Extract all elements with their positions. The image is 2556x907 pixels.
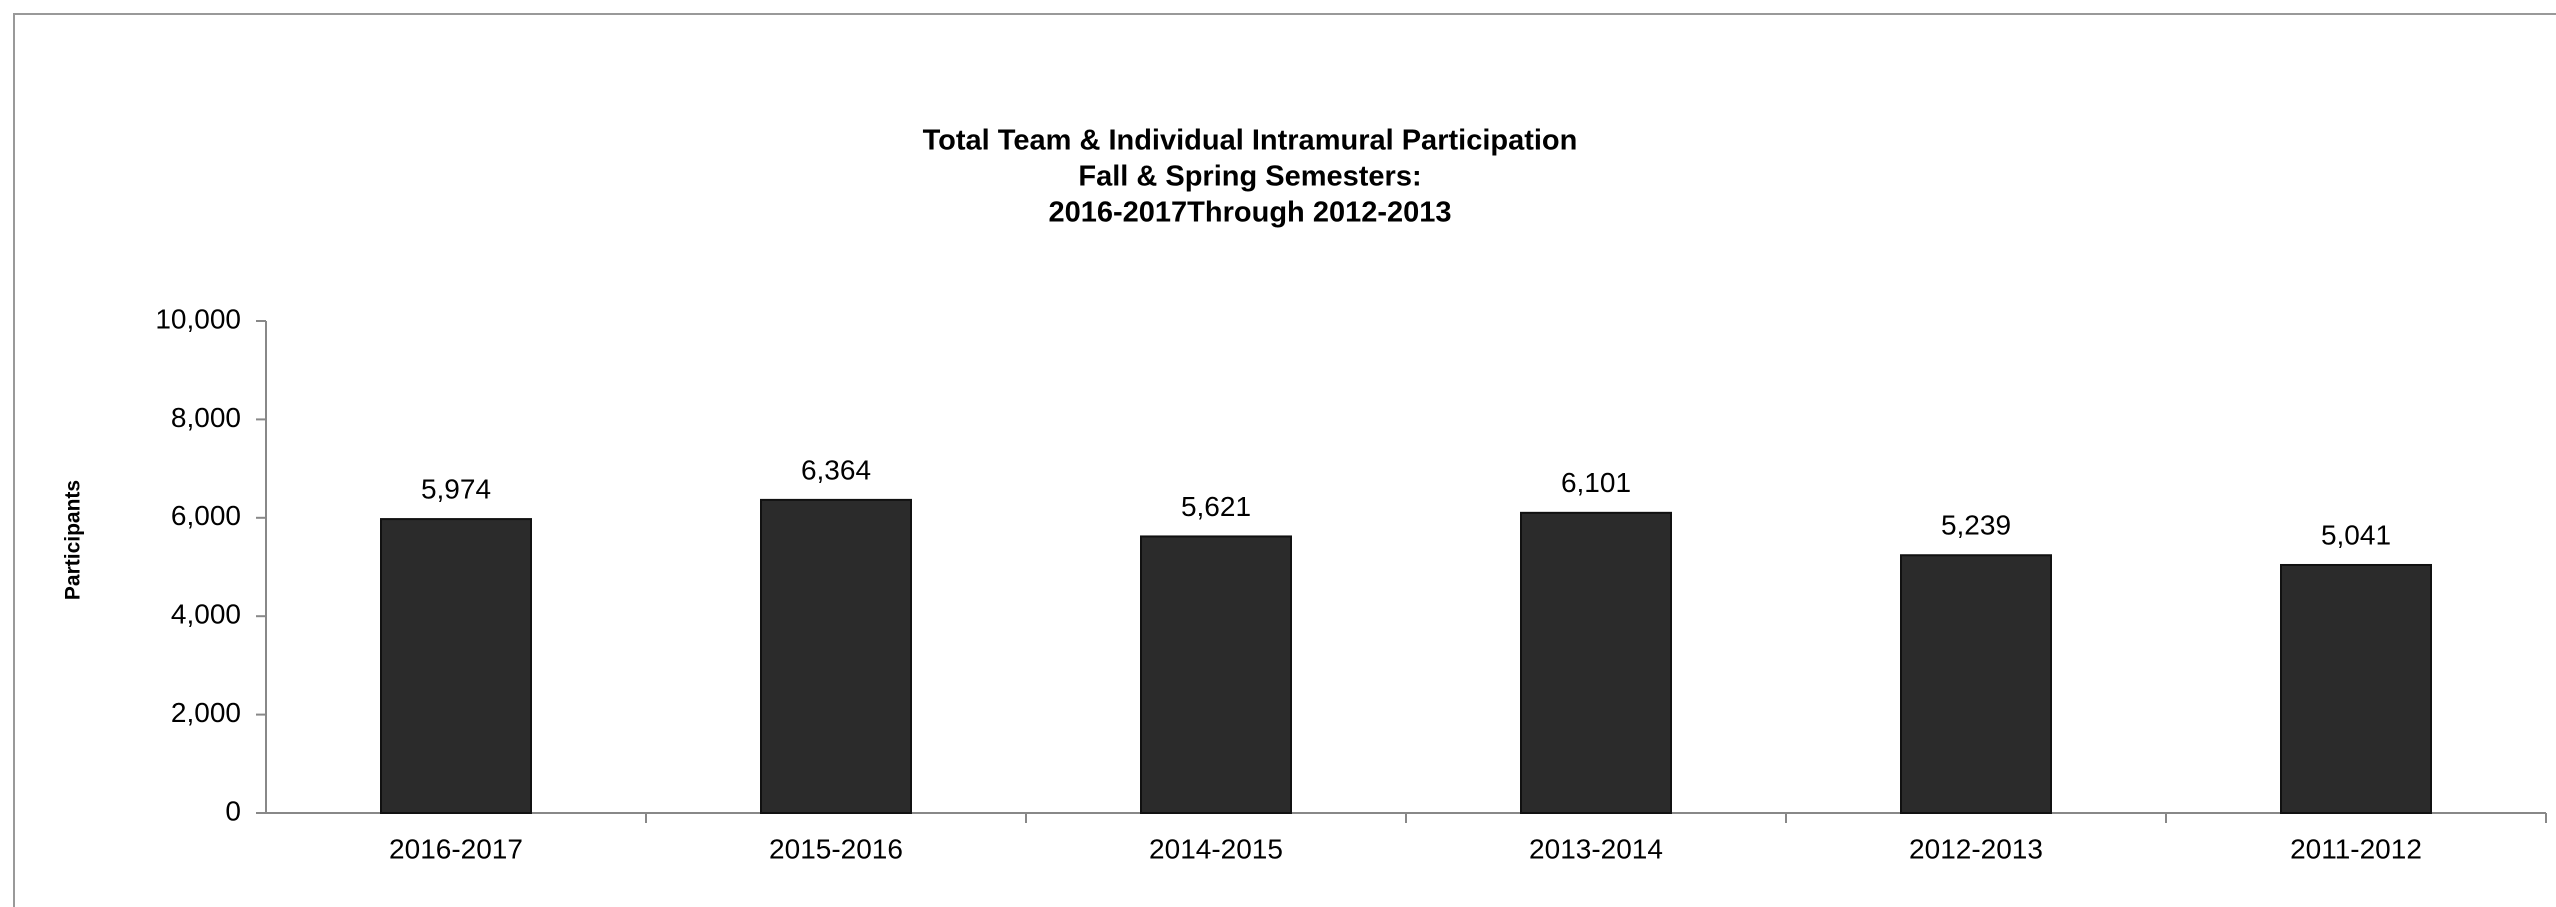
data-label: 5,239 [1941,510,2011,541]
bar [760,498,912,814]
y-tick-label: 2,000 [171,697,241,728]
chart-title: Fall & Spring Semesters: [1078,161,1421,193]
x-tick-label: 2011-2012 [2290,833,2422,864]
bar [2280,563,2432,814]
data-label: 5,621 [1181,491,1251,522]
x-tick-label: 2012-2013 [1909,833,2043,864]
y-tick-label: 8,000 [171,402,241,433]
x-tick-label: 2014-2015 [1149,833,1283,864]
data-label: 6,101 [1561,467,1631,498]
chart-frame [13,13,2556,907]
bar [1520,511,1672,814]
x-tick-label: 2016-2017 [389,833,523,864]
y-axis-label: Participants [62,480,85,600]
bar [1140,535,1292,814]
chart-title: 2016-2017Through 2012-2013 [1049,197,1452,229]
y-tick-label: 6,000 [171,500,241,531]
bar [1900,554,2052,814]
x-tick-label: 2013-2014 [1529,833,1663,864]
data-label: 5,974 [421,473,491,504]
y-tick-label: 4,000 [171,599,241,630]
x-tick-label: 2015-2016 [769,833,903,864]
chart-title: Total Team & Individual Intramural Parti… [923,125,1578,157]
bar [380,518,532,815]
y-tick-label: 10,000 [155,303,241,334]
data-label: 6,364 [801,454,871,485]
data-label: 5,041 [2321,519,2391,550]
y-tick-label: 0 [225,795,241,826]
